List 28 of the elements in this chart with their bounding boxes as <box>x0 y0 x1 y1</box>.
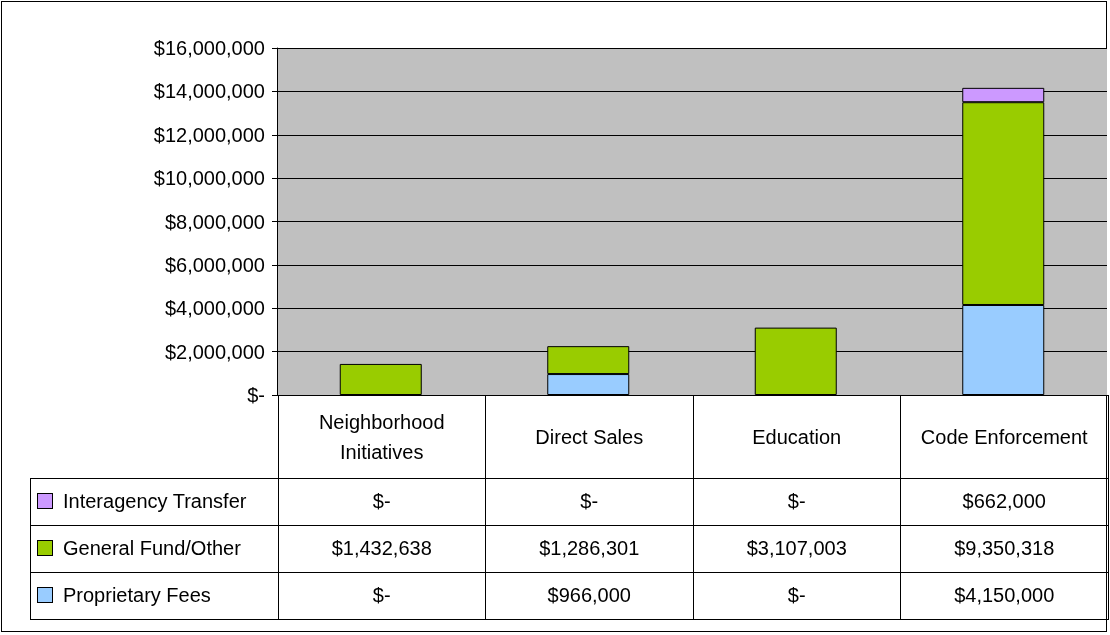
y-tick-label: $14,000,000 <box>153 80 265 103</box>
data-label: $- <box>278 572 486 619</box>
data-label: $4,150,000 <box>900 572 1108 619</box>
y-tick-label: $6,000,000 <box>164 253 265 276</box>
legend-label: General Fund/Other <box>30 525 278 572</box>
x-tick-label: Direct Sales <box>485 395 693 478</box>
y-tick-label: $12,000,000 <box>153 123 265 146</box>
x-tick-label: Neighborhood Initiatives <box>278 395 486 478</box>
data-label: $1,432,638 <box>278 525 486 572</box>
data-label: $1,286,301 <box>485 525 693 572</box>
legend-label: Proprietary Fees <box>30 572 278 619</box>
data-label: $- <box>485 478 693 525</box>
legend-label: Interagency Transfer <box>30 478 278 525</box>
y-tick-label: $10,000,000 <box>153 167 265 190</box>
data-label: $966,000 <box>485 572 693 619</box>
data-label: $- <box>693 478 901 525</box>
y-tick-label: $4,000,000 <box>164 297 265 320</box>
x-tick-label: Code Enforcement <box>900 395 1108 478</box>
data-label: $9,350,318 <box>900 525 1108 572</box>
y-tick-label: $8,000,000 <box>164 210 265 233</box>
data-label: $662,000 <box>900 478 1108 525</box>
y-tick-label: $- <box>247 384 265 406</box>
y-tick-label: $2,000,000 <box>164 340 265 363</box>
x-tick-label: Education <box>693 395 901 478</box>
data-label: $- <box>693 572 901 619</box>
y-tick-label: $16,000,000 <box>153 37 265 59</box>
data-label: $3,107,003 <box>693 525 901 572</box>
data-label: $- <box>278 478 486 525</box>
